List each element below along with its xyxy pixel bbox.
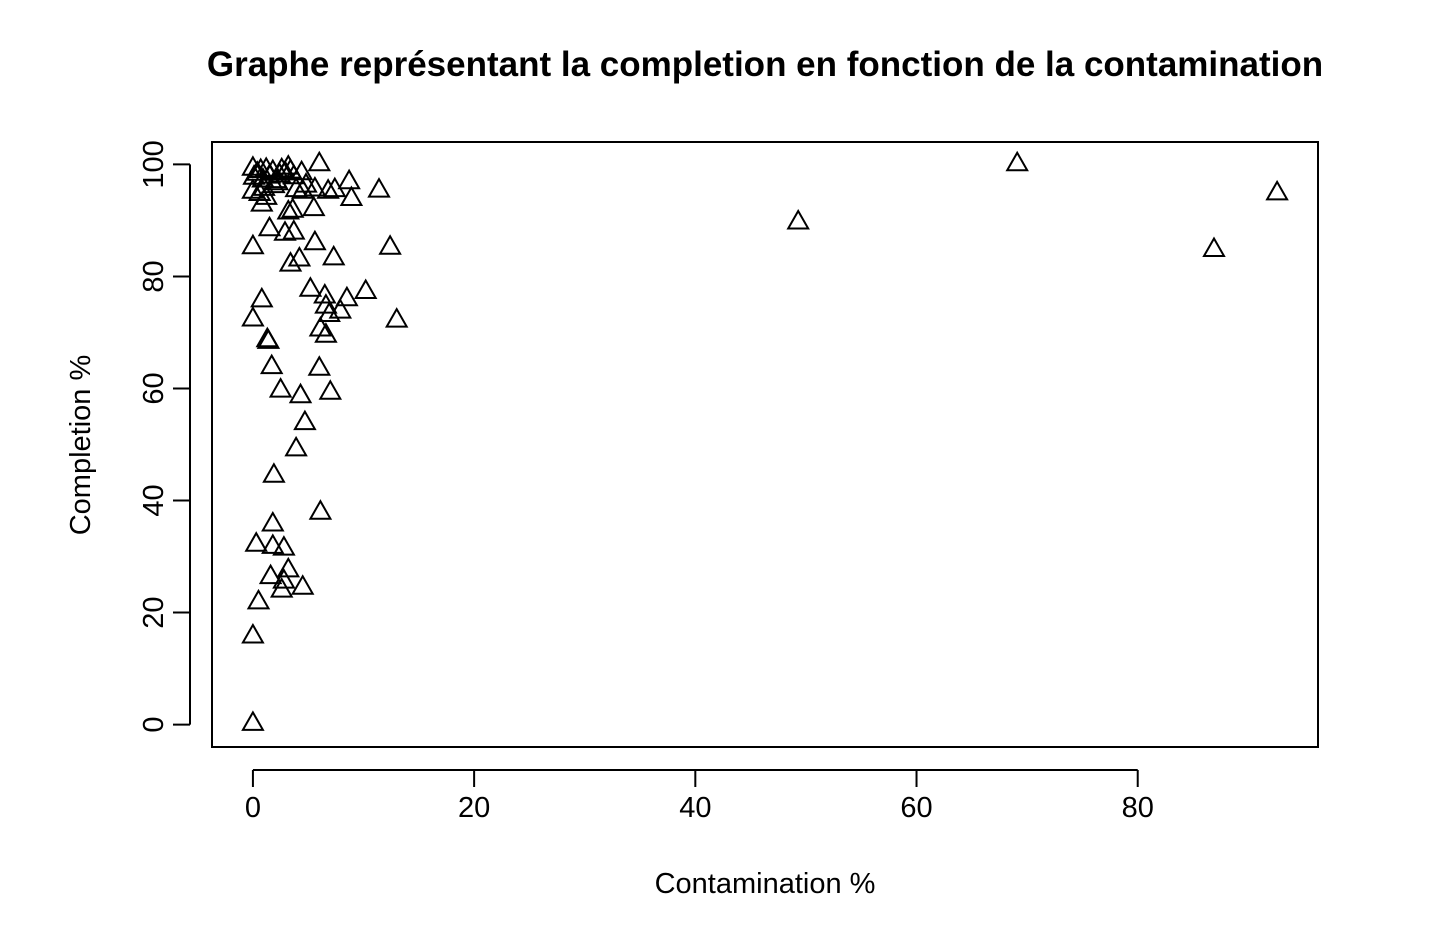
x-axis-label: Contamination % [655,868,876,900]
data-point [272,535,296,556]
data-point [314,293,338,314]
data-point [288,382,313,404]
y-tick-label: 60 [138,372,170,404]
data-point [276,198,301,220]
data-point [378,234,402,255]
data-point [258,563,283,585]
data-point [786,208,810,230]
data-point [273,220,297,241]
data-point [339,185,364,206]
data-point [353,278,378,299]
y-tick-label: 100 [138,140,170,188]
data-point [316,178,340,199]
data-point [268,377,293,398]
data-point [307,150,332,172]
data-point [269,577,294,598]
x-tick-label: 40 [679,792,711,824]
data-point [250,286,274,308]
data-point [241,622,265,644]
data-point [241,305,265,327]
data-point [307,355,332,376]
data-point [384,307,409,328]
data-point [272,568,296,589]
data-point [257,215,282,237]
y-tick-label: 40 [138,484,170,516]
plot-area [211,141,1319,748]
y-tick-label: 20 [138,596,170,628]
data-point [1202,236,1226,257]
data-point [262,172,286,194]
x-tick-label: 60 [900,792,932,824]
data-point [248,157,273,178]
y-axis: 0 20 40 60 80 100 [138,140,191,733]
data-point [289,159,314,181]
data-point [303,175,327,197]
data-point [1005,150,1029,172]
data-point [280,197,305,218]
data-point [313,282,337,304]
data-point [308,499,333,520]
data-point [284,435,308,457]
data-points [241,150,1289,731]
data-point [367,177,391,198]
data-point [261,533,285,554]
data-point [246,588,271,610]
data-point [337,168,361,190]
data-point [287,245,312,267]
data-point [250,191,274,212]
data-point [241,233,265,255]
data-point [241,710,265,731]
data-point [290,574,315,595]
data-point [318,379,343,400]
data-point [293,409,317,431]
y-tick-label: 0 [138,717,170,733]
data-point [256,328,281,349]
data-point [282,219,306,240]
x-tick-label: 80 [1122,792,1154,824]
data-point [317,301,341,322]
data-point [314,322,338,343]
data-point [1265,179,1289,201]
x-tick-label: 20 [458,792,490,824]
data-point [298,276,323,297]
data-point [244,531,268,552]
data-point [262,462,286,483]
data-point [302,195,326,217]
x-tick-label: 0 [245,792,261,824]
chart-title: Graphe représentant la completion en fon… [207,45,1323,84]
data-point [259,353,284,375]
data-point [284,176,308,198]
data-point [261,510,285,532]
data-point [265,169,290,191]
y-axis-label: Completion % [65,355,97,536]
data-point [328,298,353,319]
data-point [335,285,359,307]
data-point [278,251,303,272]
data-point [321,244,346,266]
x-axis: 0 20 40 60 80 [245,769,1154,824]
y-tick-label: 80 [138,260,170,292]
data-point [303,229,327,251]
